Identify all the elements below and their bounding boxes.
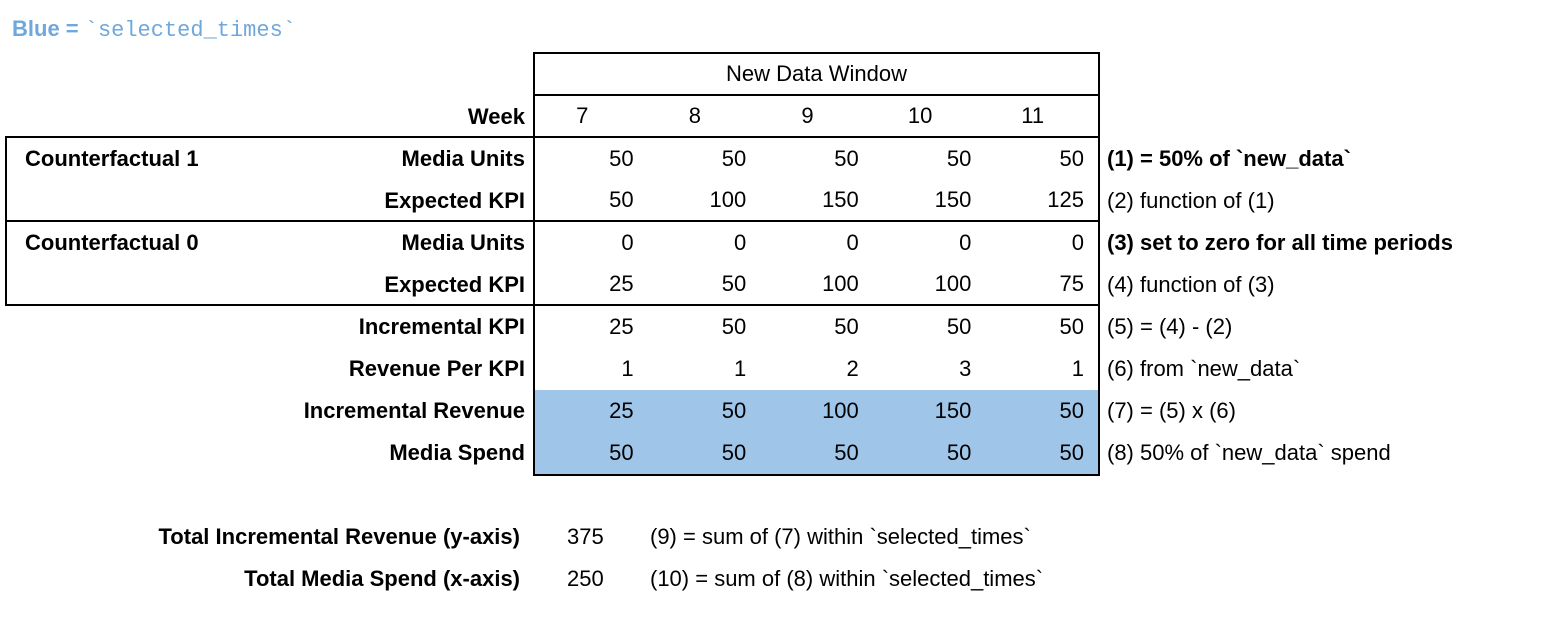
table-cell: 150 xyxy=(934,187,972,212)
week-row-label: Week xyxy=(467,104,525,129)
formula-annotations: (1) = 50% of `new_data` (2) function of (… xyxy=(1107,138,1453,474)
table-row-7: 25 50 100 150 50 xyxy=(535,390,1098,432)
table-cell: 50 xyxy=(834,440,859,465)
table-header-row: New Data Window xyxy=(535,54,1098,96)
table-cell: 50 xyxy=(946,146,972,171)
table-cell: 100 xyxy=(934,271,972,296)
row-label-revenue-per-kpi: Revenue Per KPI xyxy=(348,356,525,381)
total-media-spend-label: Total Media Spend (x-axis) xyxy=(244,566,520,591)
table-cell: 25 xyxy=(609,314,634,339)
table-header-title: New Data Window xyxy=(726,61,907,86)
totals-section: Total Incremental Revenue (y-axis) 375 (… xyxy=(0,516,1044,600)
total-media-spend-value: 250 xyxy=(567,566,604,591)
annotation-5: (5) = (4) - (2) xyxy=(1107,314,1233,339)
total-media-spend-annotation: (10) = sum of (8) within `selected_times… xyxy=(650,566,1044,591)
table-cell: 2 xyxy=(846,356,859,381)
table-cell: 0 xyxy=(959,230,972,255)
table-cell: 3 xyxy=(959,356,972,381)
table-cell: 75 xyxy=(1059,271,1084,296)
annotation-2: (2) function of (1) xyxy=(1107,188,1275,213)
table-cell: 100 xyxy=(822,398,859,423)
week-number-row: 7 8 9 10 11 xyxy=(535,96,1098,138)
table-cell: 1 xyxy=(733,356,747,381)
week-number-10: 10 xyxy=(907,103,933,128)
week-number-9: 9 xyxy=(801,103,814,128)
table-cell: 100 xyxy=(709,187,747,212)
table-cell: 0 xyxy=(846,230,859,255)
total-incremental-revenue-value: 375 xyxy=(567,524,604,549)
table-cell: 100 xyxy=(822,271,859,296)
table-cell: 50 xyxy=(721,146,747,171)
row-label-media-spend: Media Spend xyxy=(389,440,525,465)
label-spacer xyxy=(0,54,533,96)
row-label-media-units: Media Units xyxy=(401,230,525,255)
annotation-7: (7) = (5) x (6) xyxy=(1107,398,1236,423)
table-cell: 50 xyxy=(834,314,859,339)
legend-code: `selected_times` xyxy=(84,18,296,43)
table-row-6: 1 1 2 3 1 xyxy=(535,348,1098,390)
annotation-3: (3) set to zero for all time periods xyxy=(1107,230,1453,255)
week-number-11: 11 xyxy=(1021,103,1045,128)
table-cell: 1 xyxy=(621,356,634,381)
table-row-8: 50 50 50 50 50 xyxy=(535,432,1098,474)
table-cell: 50 xyxy=(1059,314,1084,339)
week-number-8: 8 xyxy=(688,103,702,128)
table-cell: 50 xyxy=(1059,398,1084,423)
counterfactual-1-label: Counterfactual 1 xyxy=(25,146,199,171)
table-cell: 25 xyxy=(609,271,634,296)
table-cell: 50 xyxy=(721,398,747,423)
week-number-7: 7 xyxy=(576,103,589,128)
legend-prefix: Blue = xyxy=(12,16,85,41)
table-cell: 50 xyxy=(609,187,634,212)
counterfactual-0-label: Counterfactual 0 xyxy=(25,230,199,255)
table-row-5: 25 50 50 50 50 xyxy=(535,306,1098,348)
table-row-4: 25 50 100 100 75 xyxy=(535,264,1098,306)
total-incremental-revenue-annotation: (9) = sum of (7) within `selected_times` xyxy=(650,524,1031,549)
table-cell: 50 xyxy=(946,440,972,465)
legend-blue-selected-times: Blue = `selected_times` xyxy=(12,16,296,43)
annotation-4: (4) function of (3) xyxy=(1107,272,1275,297)
row-label-expected-kpi: Expected KPI xyxy=(384,272,525,297)
table-cell: 0 xyxy=(621,230,634,255)
row-label-incremental-kpi: Incremental KPI xyxy=(358,314,525,339)
annotation-1: (1) = 50% of `new_data` xyxy=(1107,146,1351,171)
row-label-column: Week Media Units Expected KPI Media Units Ex… xyxy=(0,54,533,474)
table-row-2: 50 100 150 150 125 xyxy=(535,180,1098,222)
table-cell: 1 xyxy=(1071,356,1084,381)
total-incremental-revenue-row: Total Incremental Revenue (y-axis) 375 (… xyxy=(0,516,1043,558)
table-cell: 50 xyxy=(1059,440,1084,465)
table-cell: 25 xyxy=(609,398,634,423)
total-media-spend-row: Total Media Spend (x-axis) 250 (10) = su… xyxy=(0,558,1043,600)
table-row-3: 0 0 0 0 0 xyxy=(535,222,1098,264)
row-label-incremental-revenue: Incremental Revenue xyxy=(303,398,525,423)
table-cell: 0 xyxy=(1071,230,1084,255)
table-cell: 50 xyxy=(609,440,634,465)
row-label-expected-kpi: Expected KPI xyxy=(384,188,525,213)
table-cell: 50 xyxy=(721,314,747,339)
table-cell: 150 xyxy=(822,187,859,212)
table-cell: 50 xyxy=(834,146,859,171)
table-row-1: 50 50 50 50 50 xyxy=(535,138,1098,180)
table-cell: 150 xyxy=(934,398,972,423)
table-cell: 125 xyxy=(1047,187,1084,212)
total-incremental-revenue-label: Total Incremental Revenue (y-axis) xyxy=(158,524,521,549)
table-cell: 50 xyxy=(946,314,972,339)
table-cell: 50 xyxy=(721,271,747,296)
row-label-media-units: Media Units xyxy=(401,146,525,171)
table-cell: 50 xyxy=(609,146,634,171)
table-cell: 50 xyxy=(1059,146,1084,171)
table-cell: 0 xyxy=(733,230,747,255)
counterfactual-0-box xyxy=(5,220,533,306)
annotation-6: (6) from `new_data` xyxy=(1107,356,1301,381)
table-cell: 50 xyxy=(721,440,747,465)
data-table: New Data Window 7 8 9 10 11 50 50 50 50 50 50 100 1… xyxy=(533,52,1100,476)
annotation-8: (8) 50% of `new_data` spend xyxy=(1107,440,1391,465)
table-body: 50 50 50 50 50 50 100 150 150 125 0 0 0 0 0 25 50 100 100 7… xyxy=(535,138,1098,474)
